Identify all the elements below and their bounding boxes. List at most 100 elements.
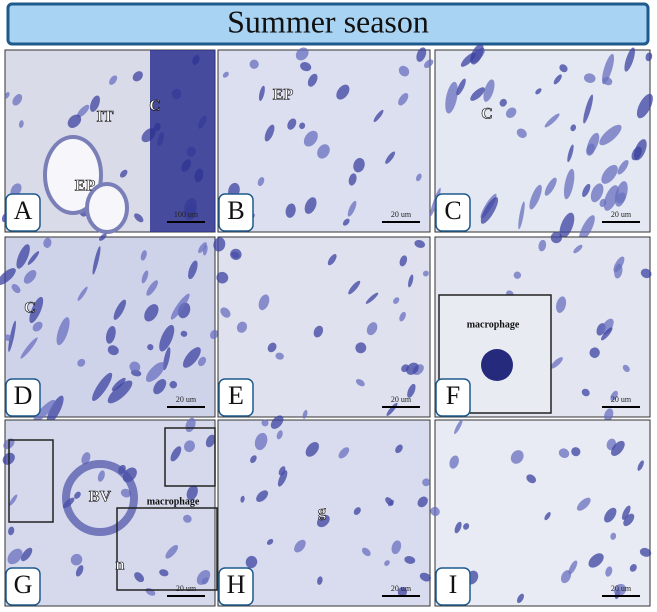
cell xyxy=(250,455,257,463)
vessel xyxy=(62,460,138,536)
cell xyxy=(254,432,268,451)
cell xyxy=(67,114,82,128)
panel-letter: C xyxy=(444,196,461,225)
cell xyxy=(336,84,350,100)
letter-box xyxy=(5,378,41,417)
cell xyxy=(257,177,265,187)
cell xyxy=(401,364,409,373)
cell xyxy=(416,47,427,62)
cell xyxy=(348,280,361,295)
cell xyxy=(583,94,594,124)
inset xyxy=(164,427,216,487)
cell xyxy=(454,521,462,534)
cell xyxy=(258,85,265,101)
cell xyxy=(353,507,361,515)
lumen xyxy=(43,135,103,215)
lumen xyxy=(85,182,129,234)
cell xyxy=(198,356,207,367)
cell xyxy=(12,94,23,106)
cell xyxy=(616,192,626,204)
cell xyxy=(258,294,270,311)
cell xyxy=(463,523,470,530)
cell xyxy=(0,268,16,286)
cell xyxy=(640,268,652,279)
cell xyxy=(559,64,568,73)
cell xyxy=(183,440,196,453)
cell xyxy=(222,71,229,78)
cell xyxy=(399,255,408,267)
cell xyxy=(588,553,604,568)
cell xyxy=(77,358,86,367)
cell xyxy=(347,200,357,217)
panel: macrophage 20 um F xyxy=(434,231,652,422)
cell xyxy=(144,304,159,322)
cell xyxy=(230,248,242,260)
cell xyxy=(134,572,145,583)
cell xyxy=(544,113,560,128)
cell xyxy=(602,77,613,86)
scale-label: 20 um xyxy=(176,395,197,404)
cell xyxy=(23,270,37,284)
cell xyxy=(56,317,70,346)
letter-box xyxy=(435,567,471,606)
cell xyxy=(422,270,429,277)
cell xyxy=(445,81,458,114)
cell xyxy=(408,274,414,288)
cell xyxy=(287,118,297,130)
cell xyxy=(470,87,485,101)
cell xyxy=(277,470,288,487)
cell xyxy=(407,383,416,398)
cell xyxy=(480,197,499,224)
cell xyxy=(307,73,318,87)
cell xyxy=(365,292,379,304)
cell xyxy=(317,144,330,159)
cell xyxy=(518,201,525,230)
cell xyxy=(8,526,15,536)
cell xyxy=(404,556,416,564)
cell xyxy=(141,270,149,284)
cell xyxy=(629,564,637,572)
cell xyxy=(170,293,190,320)
cell xyxy=(140,250,147,261)
cell xyxy=(7,548,23,565)
cell xyxy=(544,177,557,196)
cell xyxy=(276,430,283,440)
cell xyxy=(417,496,428,508)
cell xyxy=(165,544,179,559)
cell xyxy=(422,478,431,487)
cell xyxy=(107,345,119,356)
scale-label: 20 um xyxy=(176,584,197,593)
cell xyxy=(505,107,517,118)
cell xyxy=(613,583,627,597)
cell xyxy=(604,507,617,523)
cell xyxy=(366,322,378,336)
scale-label: 20 um xyxy=(391,395,412,404)
cell xyxy=(20,337,38,359)
cell xyxy=(567,144,574,163)
cell xyxy=(119,169,128,178)
panel: g 20 um H xyxy=(217,415,431,607)
cell xyxy=(499,98,507,107)
cell xyxy=(240,495,245,503)
cell xyxy=(186,485,198,501)
inset xyxy=(8,439,54,523)
cell xyxy=(216,271,229,284)
cell xyxy=(317,576,323,585)
panel: EP 20 um B xyxy=(217,47,434,233)
cell xyxy=(581,388,590,397)
cell xyxy=(483,79,495,102)
cell xyxy=(645,52,653,62)
cell xyxy=(516,593,525,604)
cell xyxy=(198,242,207,254)
cell xyxy=(611,440,625,456)
cell xyxy=(27,251,40,265)
cell xyxy=(99,233,107,241)
cell xyxy=(134,213,144,223)
cell xyxy=(576,497,591,511)
cell xyxy=(180,330,188,337)
cell xyxy=(264,124,275,142)
cell xyxy=(92,372,113,401)
cell xyxy=(600,327,613,341)
inset xyxy=(116,507,218,591)
panel-letter: D xyxy=(14,381,33,410)
